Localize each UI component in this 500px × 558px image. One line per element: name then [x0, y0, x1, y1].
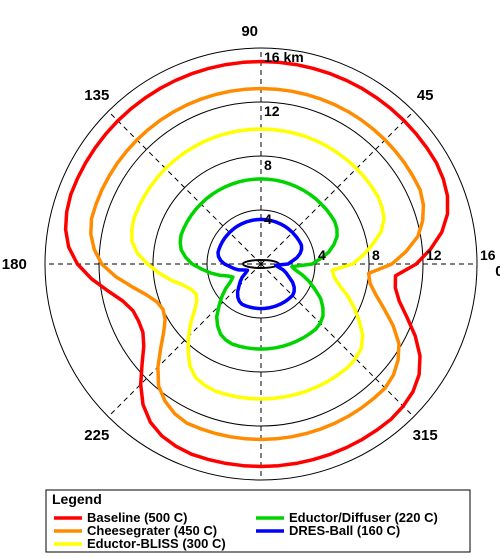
angle-label: 0	[495, 263, 500, 280]
radial-label: 4	[318, 247, 326, 263]
radial-label: 8	[264, 157, 272, 173]
angle-label: 180	[2, 256, 27, 273]
radial-label: 8	[372, 247, 380, 263]
angle-label: 315	[413, 427, 438, 444]
radial-label: 12	[264, 103, 280, 119]
angle-label: 45	[417, 87, 434, 104]
legend-label-dres-ball: DRES-Ball (160 C)	[289, 523, 400, 538]
radial-label: 4	[264, 211, 272, 227]
radial-label: 12	[426, 247, 442, 263]
angle-label: 135	[84, 87, 109, 104]
angle-label: 90	[241, 23, 258, 40]
legend-title: Legend	[52, 491, 102, 507]
legend-label-eductor-bliss: Eductor-BLISS (300 C)	[87, 536, 226, 551]
angle-label: 225	[84, 427, 109, 444]
radial-unit-label: 16 km	[264, 49, 304, 65]
polar-chart: 481248121616 km04590135180225270315Legen…	[0, 0, 500, 558]
radial-label: 16	[480, 247, 496, 263]
